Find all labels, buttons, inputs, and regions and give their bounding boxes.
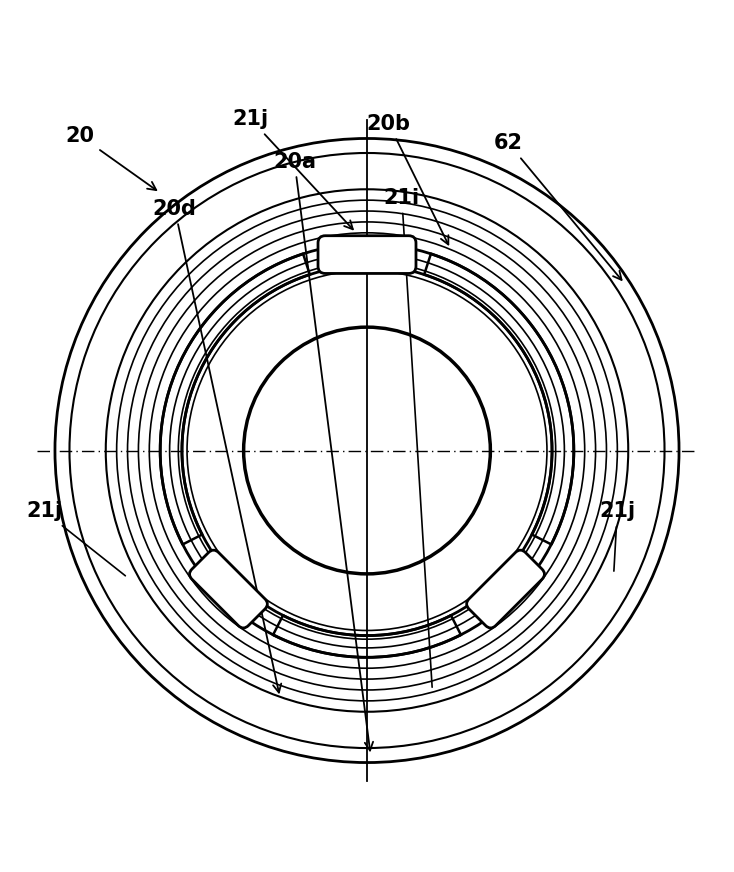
FancyBboxPatch shape bbox=[189, 550, 267, 628]
Text: 21j: 21j bbox=[26, 501, 126, 576]
FancyBboxPatch shape bbox=[467, 550, 545, 628]
Text: 21i: 21i bbox=[384, 187, 432, 687]
FancyBboxPatch shape bbox=[318, 235, 416, 274]
Text: 20: 20 bbox=[66, 126, 156, 190]
Text: 20a: 20a bbox=[273, 152, 373, 751]
Text: 20d: 20d bbox=[153, 199, 281, 692]
Text: 21j: 21j bbox=[233, 109, 353, 229]
Text: 62: 62 bbox=[494, 133, 622, 280]
Text: 21j: 21j bbox=[599, 501, 636, 571]
Text: 20b: 20b bbox=[367, 113, 448, 244]
